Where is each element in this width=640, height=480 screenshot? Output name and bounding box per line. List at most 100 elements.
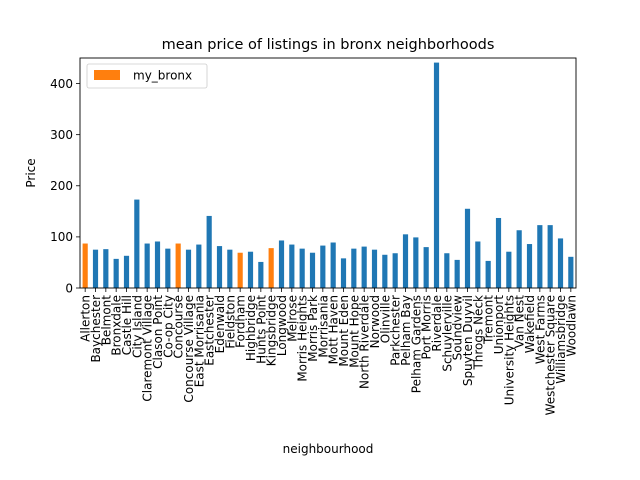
bar xyxy=(537,225,543,288)
bar xyxy=(216,246,223,288)
x-tick-label: Melrose xyxy=(285,295,299,342)
bar xyxy=(196,244,202,288)
x-tick-label: Claremont Village xyxy=(141,295,155,402)
x-tick-label: Schuylerville xyxy=(440,295,454,372)
x-tick-label: Baychester xyxy=(89,295,103,363)
bar xyxy=(123,255,130,288)
x-tick-label: Pelham Bay xyxy=(399,295,413,366)
x-tick-label: Morrisania xyxy=(316,295,330,358)
bar xyxy=(289,244,295,288)
bar xyxy=(258,261,264,288)
bar xyxy=(351,248,357,288)
y-tick-label: 300 xyxy=(50,128,73,142)
x-tick-label: Castle Hill xyxy=(120,295,134,355)
bar xyxy=(413,237,419,288)
x-tick-label: Fordham xyxy=(234,295,248,348)
bar xyxy=(557,238,564,288)
bar xyxy=(185,249,192,288)
bar xyxy=(113,258,119,288)
bar xyxy=(227,249,233,288)
x-tick-label: Longwood xyxy=(275,295,289,356)
bar xyxy=(371,249,378,288)
bar xyxy=(526,244,533,288)
bar xyxy=(433,62,440,288)
x-tick-label: Woodlawn xyxy=(564,295,578,357)
x-tick-label: Riverdale xyxy=(430,295,444,352)
x-tick-label: Morris Park xyxy=(306,295,320,362)
x-tick-label: Highbridge xyxy=(244,295,258,361)
x-tick-label: Wakefield xyxy=(523,295,537,353)
x-tick-label: Belmont xyxy=(99,295,113,346)
bar xyxy=(247,251,254,288)
bar xyxy=(144,243,150,288)
x-tick-label: Mount Hope xyxy=(347,295,361,368)
bar xyxy=(361,246,367,288)
bar xyxy=(423,247,429,288)
bar xyxy=(516,230,522,288)
bar xyxy=(92,249,99,288)
legend-label: my_bronx xyxy=(133,69,192,83)
bar xyxy=(103,249,109,288)
y-tick-label: 0 xyxy=(65,281,73,295)
bar xyxy=(206,215,212,288)
x-tick-label: Mott Haven xyxy=(327,295,341,364)
x-tick-label: Allerton xyxy=(79,295,93,342)
bar xyxy=(506,251,512,288)
bar xyxy=(320,245,326,288)
bar xyxy=(485,260,491,288)
chart-title: mean price of listings in bronx neighbor… xyxy=(162,37,495,53)
x-tick-label: Pelham Gardens xyxy=(409,295,423,393)
x-tick-label: Concourse Village xyxy=(182,295,196,403)
bar xyxy=(382,254,388,288)
bar xyxy=(444,253,450,288)
x-tick-label: Hunts Point xyxy=(254,295,268,364)
bar xyxy=(237,252,243,288)
bar xyxy=(309,252,316,288)
x-tick-label: Concourse xyxy=(172,295,186,358)
x-tick-label: Eastchester xyxy=(203,295,217,366)
x-tick-label: Fieldston xyxy=(223,295,237,349)
legend: my_bronx xyxy=(86,63,208,89)
x-tick-label: Port Morris xyxy=(420,295,434,360)
bar xyxy=(330,242,336,288)
x-tick-label: Van Nest xyxy=(513,295,527,349)
bar xyxy=(475,241,481,288)
bar xyxy=(175,243,181,288)
bar xyxy=(154,241,161,288)
x-tick-label: Olinville xyxy=(378,295,392,343)
x-tick-label: City Island xyxy=(130,295,144,358)
x-tick-label: Spuyten Duyvil xyxy=(461,295,475,386)
x-tick-label: Morris Heights xyxy=(296,295,310,382)
plot-frame xyxy=(79,57,577,289)
x-tick-label: Clason Point xyxy=(151,295,165,369)
x-tick-label: Co-op City xyxy=(161,295,175,358)
bar xyxy=(165,248,171,288)
y-tick-label: 100 xyxy=(50,230,73,244)
bar xyxy=(464,208,471,288)
bar xyxy=(547,225,553,288)
bar xyxy=(134,199,140,288)
x-tick-label: West Farms xyxy=(533,295,547,364)
y-axis-label: Price xyxy=(24,158,38,187)
x-tick-label: Unionport xyxy=(492,295,506,355)
y-ticks-group: 0 100 200 300 400 xyxy=(50,77,80,295)
x-tick-label: Mount Eden xyxy=(337,295,351,367)
y-tick-label: 400 xyxy=(50,77,73,91)
bar xyxy=(340,258,347,288)
x-tick-label: Throgs Neck xyxy=(471,295,485,371)
x-tick-label: Norwood xyxy=(368,295,382,348)
x-tick-label: North Riverdale xyxy=(358,295,372,389)
x-ticks-group: AllertonBaychesterBelmontBronxdaleCastle… xyxy=(79,288,578,415)
x-tick-label: Parkchester xyxy=(389,295,403,366)
x-tick-label: Edenwald xyxy=(213,295,227,353)
bar xyxy=(278,240,285,288)
bars-group xyxy=(82,62,574,288)
x-tick-label: Tremont xyxy=(482,295,496,345)
bar xyxy=(268,248,274,288)
x-axis-label: neighbourhood xyxy=(283,442,374,456)
bar xyxy=(82,243,88,288)
bar xyxy=(392,253,398,288)
x-tick-label: East Morrisania xyxy=(192,295,206,387)
x-tick-label: Soundview xyxy=(451,295,465,361)
